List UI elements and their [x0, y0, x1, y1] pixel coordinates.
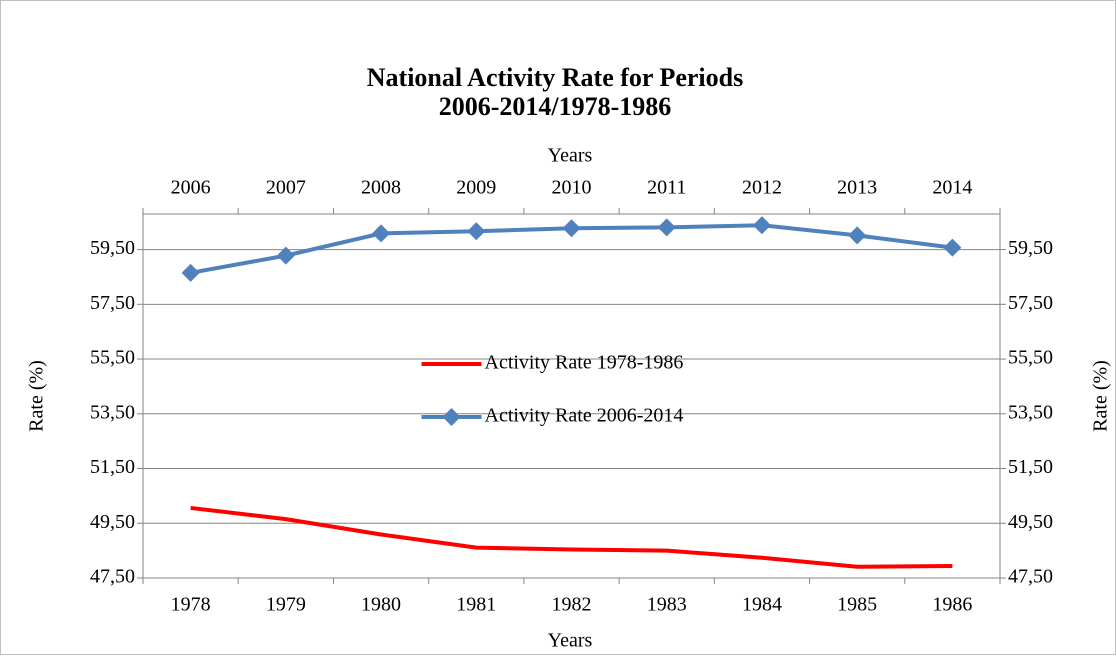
y-tick-label: 55,50 — [90, 347, 135, 369]
marker — [181, 263, 200, 282]
x2-tick-label: 2010 — [552, 177, 592, 199]
marker — [372, 224, 391, 243]
x-tick-label: 1984 — [742, 594, 782, 616]
x-axis-title: Years — [548, 630, 593, 652]
marker — [467, 222, 486, 241]
y2-tick-label: 59,50 — [1008, 237, 1053, 259]
x-tick-label: 1986 — [932, 594, 972, 616]
x-tick-label: 1980 — [361, 594, 401, 616]
x2-tick-label: 2007 — [266, 177, 306, 199]
x2-axis-title: Years — [548, 145, 593, 167]
marker — [562, 219, 581, 238]
y2-tick-label: 53,50 — [1008, 401, 1053, 423]
x2-tick-label: 2006 — [171, 177, 211, 199]
x-tick-label: 1983 — [647, 594, 687, 616]
y-tick-label: 51,50 — [90, 456, 135, 478]
x2-tick-label: 2012 — [742, 177, 782, 199]
y2-tick-label: 51,50 — [1008, 456, 1053, 478]
y-tick-label: 59,50 — [90, 237, 135, 259]
y2-axis-title: Rate (%) — [1090, 360, 1112, 432]
y2-tick-label: 55,50 — [1008, 347, 1053, 369]
chart-title: 2006-2014/1978-1986 — [439, 92, 672, 121]
legend-label: Activity Rate 1978-1986 — [485, 352, 684, 374]
chart-title: National Activity Rate for Periods — [367, 63, 743, 92]
legend-marker — [442, 408, 461, 426]
x2-tick-label: 2014 — [932, 177, 972, 199]
y2-tick-label: 49,50 — [1008, 511, 1053, 533]
x2-tick-label: 2008 — [361, 177, 401, 199]
x-tick-label: 1978 — [171, 594, 211, 616]
legend-label: Activity Rate 2006-2014 — [485, 405, 684, 427]
series-line — [190, 505, 953, 569]
x-tick-label: 1979 — [266, 594, 306, 616]
x-tick-label: 1985 — [837, 594, 877, 616]
x2-tick-label: 2011 — [647, 177, 686, 199]
x2-tick-label: 2013 — [837, 177, 877, 199]
y-axis-title: Rate (%) — [26, 360, 48, 432]
y-tick-label: 49,50 — [90, 511, 135, 533]
y2-tick-label: 57,50 — [1008, 292, 1053, 314]
marker — [657, 218, 676, 237]
x-tick-label: 1982 — [552, 594, 592, 616]
y-tick-label: 47,50 — [90, 566, 135, 588]
marker — [943, 238, 962, 257]
y2-tick-label: 47,50 — [1008, 566, 1053, 588]
x2-tick-label: 2009 — [456, 177, 496, 199]
marker — [752, 216, 771, 235]
marker — [848, 226, 867, 245]
y-tick-label: 57,50 — [90, 292, 135, 314]
x-tick-label: 1981 — [456, 594, 496, 616]
y-tick-label: 53,50 — [90, 401, 135, 423]
marker — [276, 246, 295, 265]
